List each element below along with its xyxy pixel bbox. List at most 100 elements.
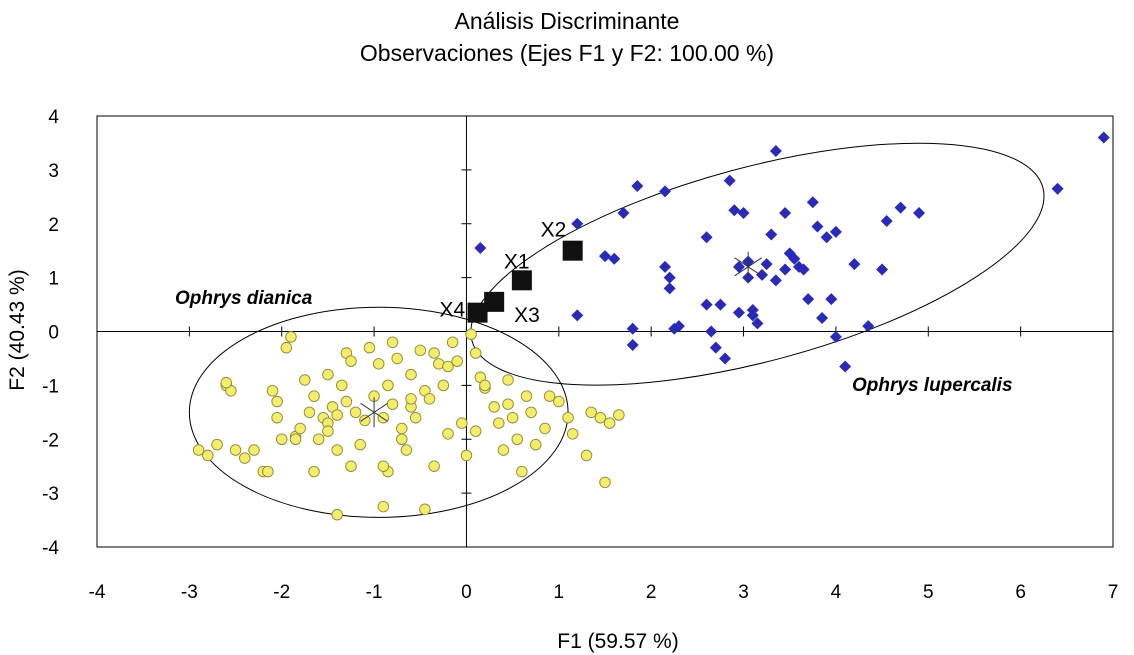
x-tick-label: 5 <box>923 582 934 603</box>
lupercalis-point <box>626 338 639 351</box>
y-tick-label: 3 <box>48 161 59 182</box>
dianica-point <box>303 406 316 419</box>
y-tick-label: -4 <box>42 538 59 559</box>
unknown-point-x4 <box>467 302 488 323</box>
dianica-point <box>562 411 574 424</box>
chart-title: Análisis Discriminante <box>454 8 680 34</box>
lupercalis-point <box>737 206 750 219</box>
dianica-point <box>594 411 607 424</box>
lupercalis-point <box>732 306 745 319</box>
dianica-point <box>603 417 616 429</box>
axes-layer: -4 -3 -2 -1 0 1 2 3 4 5 6 7 -4 -3 -2 -1 0 1 2 3 4 <box>42 107 1118 603</box>
lupercalis-point <box>631 180 644 193</box>
lupercalis-point <box>848 258 861 271</box>
labels-layer: Ophrys dianica Ophrys lupercalis X1 X2 X3 X4 <box>175 219 1013 396</box>
dianica-point <box>229 444 242 456</box>
y-tick-label: 2 <box>48 215 59 236</box>
dianica-point <box>220 376 233 389</box>
x-tick-label: 4 <box>831 582 842 603</box>
lupercalis-point <box>779 263 792 276</box>
dianica-point <box>354 438 366 451</box>
dianica-point <box>525 406 537 419</box>
unknown-point-x2 <box>562 240 583 261</box>
lupercalis-point <box>769 145 782 158</box>
lupercalis-point <box>862 320 875 333</box>
dianica-point <box>428 460 440 472</box>
dianica-point <box>289 433 302 446</box>
dianica-point <box>414 344 427 357</box>
dianica-point <box>520 390 533 402</box>
lupercalis-point <box>765 228 778 241</box>
dianica-point <box>299 374 311 386</box>
dianica-point <box>502 398 514 410</box>
dianica-point <box>192 444 205 456</box>
group-label-dianica: Ophrys dianica <box>175 288 313 309</box>
lupercalis-point <box>700 298 713 311</box>
dianica-point <box>419 503 431 516</box>
lupercalis-point <box>806 196 819 209</box>
dianica-point <box>248 444 260 456</box>
y-tick-label: -2 <box>42 430 59 451</box>
unknown-label-x2: X2 <box>541 219 567 242</box>
dianica-point <box>336 379 348 392</box>
x-tick-label: -4 <box>89 582 106 603</box>
chart-subtitle: Observaciones (Ejes F1 y F2: 100.00 %) <box>359 40 775 66</box>
dianica-point <box>331 409 343 421</box>
lupercalis-point <box>659 185 672 198</box>
confidence-ellipse-1 <box>470 142 1045 386</box>
dianica-point <box>331 444 343 456</box>
x-tick-label: 3 <box>738 582 749 603</box>
lupercalis-point <box>788 252 801 265</box>
dianica-point <box>271 395 283 408</box>
dianica-point <box>511 433 524 446</box>
lupercalis-point <box>719 352 732 365</box>
lupercalis-point <box>617 206 630 219</box>
dianica-point <box>451 355 463 367</box>
lupercalis-point <box>839 360 852 373</box>
dianica-point <box>262 465 274 478</box>
dianica-point <box>488 401 500 413</box>
dianica-point <box>211 438 223 451</box>
dianica-point <box>377 460 390 472</box>
lupercalis-point <box>746 309 759 322</box>
dianica-point <box>529 438 542 451</box>
lupercalis-point <box>816 312 829 325</box>
x-tick-label: -2 <box>273 582 290 603</box>
dianica-point <box>363 341 376 354</box>
lupercalis-point <box>760 258 773 271</box>
lupercalis-point <box>608 252 621 265</box>
dianica-point <box>359 414 371 427</box>
y-tick-label: -3 <box>42 484 59 505</box>
ellipse-layer <box>188 142 1045 518</box>
dianica-point <box>613 409 625 421</box>
lupercalis-point <box>571 309 584 322</box>
lupercalis-point <box>663 271 676 284</box>
x-tick-label: 6 <box>1015 582 1026 603</box>
dianica-point <box>585 406 597 419</box>
x-tick-label: -3 <box>181 582 198 603</box>
dianica-point <box>553 395 565 408</box>
dianica-point <box>275 433 288 446</box>
dianica-point <box>271 411 283 424</box>
dianica-point <box>372 358 385 370</box>
y-tick-label: 4 <box>48 107 59 128</box>
dianica-point <box>294 422 306 435</box>
dianica-point <box>580 449 593 462</box>
dianica-point <box>308 390 320 402</box>
lupercalis-point <box>571 217 584 230</box>
unknown-point-x1 <box>511 270 532 291</box>
lupercalis-point <box>474 241 487 254</box>
x-axis-title: F1 (59.57 %) <box>557 630 678 653</box>
lupercalis-point <box>705 325 718 338</box>
dianica-point <box>386 336 399 349</box>
lupercalis-point <box>732 260 745 273</box>
dianica-point <box>469 347 482 359</box>
lupercalis-point <box>756 268 769 281</box>
lupercalis-point <box>728 204 741 217</box>
dianica-point <box>396 433 408 446</box>
dianica-point <box>239 452 251 464</box>
dianica-point <box>266 385 279 397</box>
dianica-point <box>322 368 334 381</box>
lupercalis-point <box>700 231 713 244</box>
